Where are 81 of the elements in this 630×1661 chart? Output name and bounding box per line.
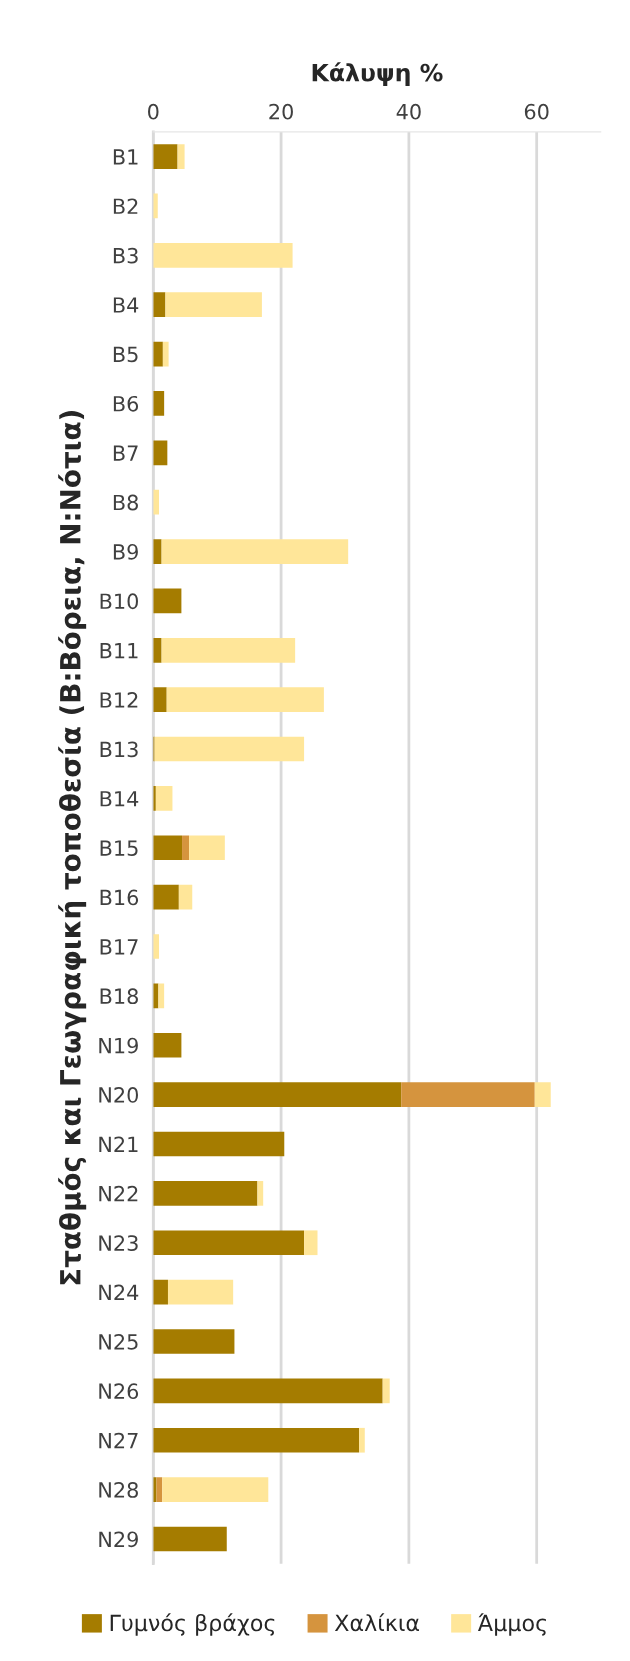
bar [162, 341, 169, 367]
x-tick-label: 0 [148, 103, 159, 120]
y-tick-label: N27 [99, 1432, 138, 1449]
bar [154, 736, 305, 762]
y-tick-label: B3 [113, 247, 138, 264]
x-tick-label: 40 [396, 103, 421, 120]
y-tick-label: B7 [113, 445, 138, 461]
y-tick-label: B2 [113, 198, 138, 214]
y-tick-label: N20 [99, 1087, 138, 1103]
bar [153, 1181, 258, 1206]
bar [153, 637, 162, 663]
bar [182, 835, 190, 861]
bar [161, 637, 296, 663]
y-tick-label: B8 [113, 494, 138, 511]
bar [153, 1427, 360, 1453]
bar [534, 1082, 551, 1107]
bar [257, 1181, 264, 1206]
x-tick-label: 20 [269, 103, 293, 120]
bar [153, 1378, 383, 1404]
bar [177, 144, 185, 169]
y-tick-label: B14 [100, 791, 139, 807]
bar [161, 539, 349, 564]
bar [153, 1131, 285, 1157]
bar [382, 1378, 390, 1404]
y-tick-label: B9 [113, 544, 138, 560]
y-tick-label: N25 [99, 1333, 138, 1350]
bar [153, 1082, 402, 1107]
y-tick-label: N21 [99, 1136, 138, 1152]
y-tick-label: B12 [100, 692, 138, 708]
y-tick-label: B11 [100, 643, 138, 659]
bar [401, 1082, 535, 1107]
y-tick-label: N28 [99, 1482, 138, 1498]
bar [153, 1329, 235, 1354]
y-tick-label: N22 [99, 1185, 138, 1202]
bar [158, 983, 165, 1009]
bar [153, 144, 178, 169]
bar [153, 588, 182, 614]
bar [153, 242, 293, 268]
bar [166, 687, 324, 712]
bar [153, 341, 163, 367]
y-tick-label: B5 [113, 346, 138, 363]
bar [153, 1279, 168, 1305]
y-tick-label: N26 [99, 1383, 139, 1400]
bar [153, 1032, 182, 1058]
y-axis-title: Σταθμός και Γεωγραφική τοποθεσία (B:Βόρεια, N:Νότια) [58, 411, 87, 1285]
legend-label: Χαλίκια [334, 1613, 419, 1632]
y-tick-label: B16 [100, 889, 139, 906]
bar [153, 292, 166, 318]
y-tick-label: B18 [100, 988, 138, 1005]
y-tick-label: N24 [99, 1284, 139, 1301]
y-tick-label: B10 [100, 593, 139, 610]
bar [153, 687, 167, 712]
x-axis-title: Κάλυψη % [312, 62, 443, 87]
bar [167, 1279, 234, 1305]
y-tick-label: N19 [99, 1037, 138, 1054]
bar [359, 1427, 365, 1453]
bar [178, 884, 193, 910]
x-tick-label: 60 [524, 103, 549, 120]
y-tick-label: B6 [113, 395, 139, 412]
bar [153, 884, 179, 910]
legend-label: Άμμος [477, 1613, 546, 1636]
bar [304, 1230, 318, 1256]
bar [153, 835, 183, 861]
y-tick-label: N23 [99, 1235, 138, 1251]
bar [189, 835, 225, 861]
legend-label: Γυμνός βράχος [110, 1613, 275, 1636]
y-tick-label: B13 [100, 741, 138, 758]
bar [153, 1230, 305, 1256]
y-tick-label: B4 [113, 297, 139, 313]
y-tick-label: N29 [99, 1531, 138, 1548]
bar [153, 539, 162, 564]
bar [153, 391, 165, 416]
bar [162, 1477, 269, 1502]
y-tick-label: B15 [100, 840, 138, 856]
y-tick-label: B1 [113, 149, 138, 165]
bar [156, 1477, 163, 1502]
bar [155, 786, 173, 811]
y-tick-label: B17 [100, 939, 138, 955]
bar [153, 1526, 227, 1552]
bar [165, 292, 262, 318]
bar [153, 440, 168, 466]
